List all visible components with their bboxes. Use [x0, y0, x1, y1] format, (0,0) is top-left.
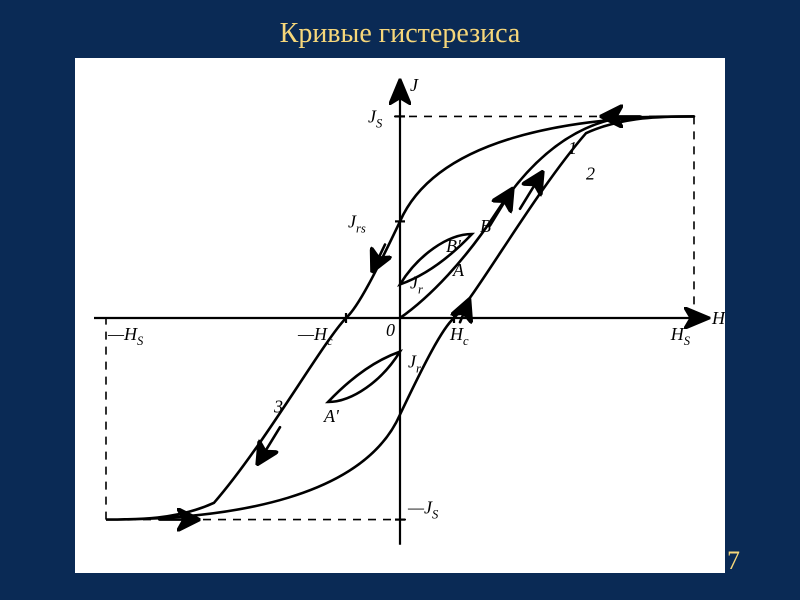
slide: Кривые гистерезиса J H JS —JS HS —HS Hc —Hc Jrs J… — [0, 0, 800, 600]
svg-text:Hc: Hc — [449, 324, 469, 348]
hysteresis-figure: JHJS—JSHS—HSHc—HcJrsJrJr0BB'AA'123 — [75, 58, 725, 573]
svg-text:J: J — [410, 75, 419, 95]
svg-text:Jrs: Jrs — [348, 211, 366, 235]
svg-text:—HS: —HS — [107, 324, 144, 348]
svg-text:A': A' — [323, 406, 340, 426]
svg-text:—JS: —JS — [407, 498, 439, 522]
svg-text:B': B' — [446, 236, 462, 256]
svg-text:0: 0 — [386, 320, 395, 340]
svg-text:1: 1 — [568, 138, 577, 158]
svg-text:A: A — [452, 260, 465, 280]
svg-text:B: B — [480, 216, 491, 236]
svg-text:3: 3 — [273, 397, 283, 417]
svg-text:2: 2 — [586, 163, 595, 183]
svg-text:HS: HS — [670, 324, 691, 348]
svg-text:H: H — [711, 308, 725, 328]
svg-text:Jr: Jr — [408, 352, 421, 376]
hysteresis-svg: JHJS—JSHS—HSHc—HcJrsJrJr0BB'AA'123 — [75, 58, 725, 573]
svg-text:—Hc: —Hc — [297, 324, 333, 348]
page-number: 7 — [727, 546, 740, 576]
slide-title: Кривые гистерезиса — [0, 18, 800, 50]
svg-text:JS: JS — [368, 106, 383, 130]
